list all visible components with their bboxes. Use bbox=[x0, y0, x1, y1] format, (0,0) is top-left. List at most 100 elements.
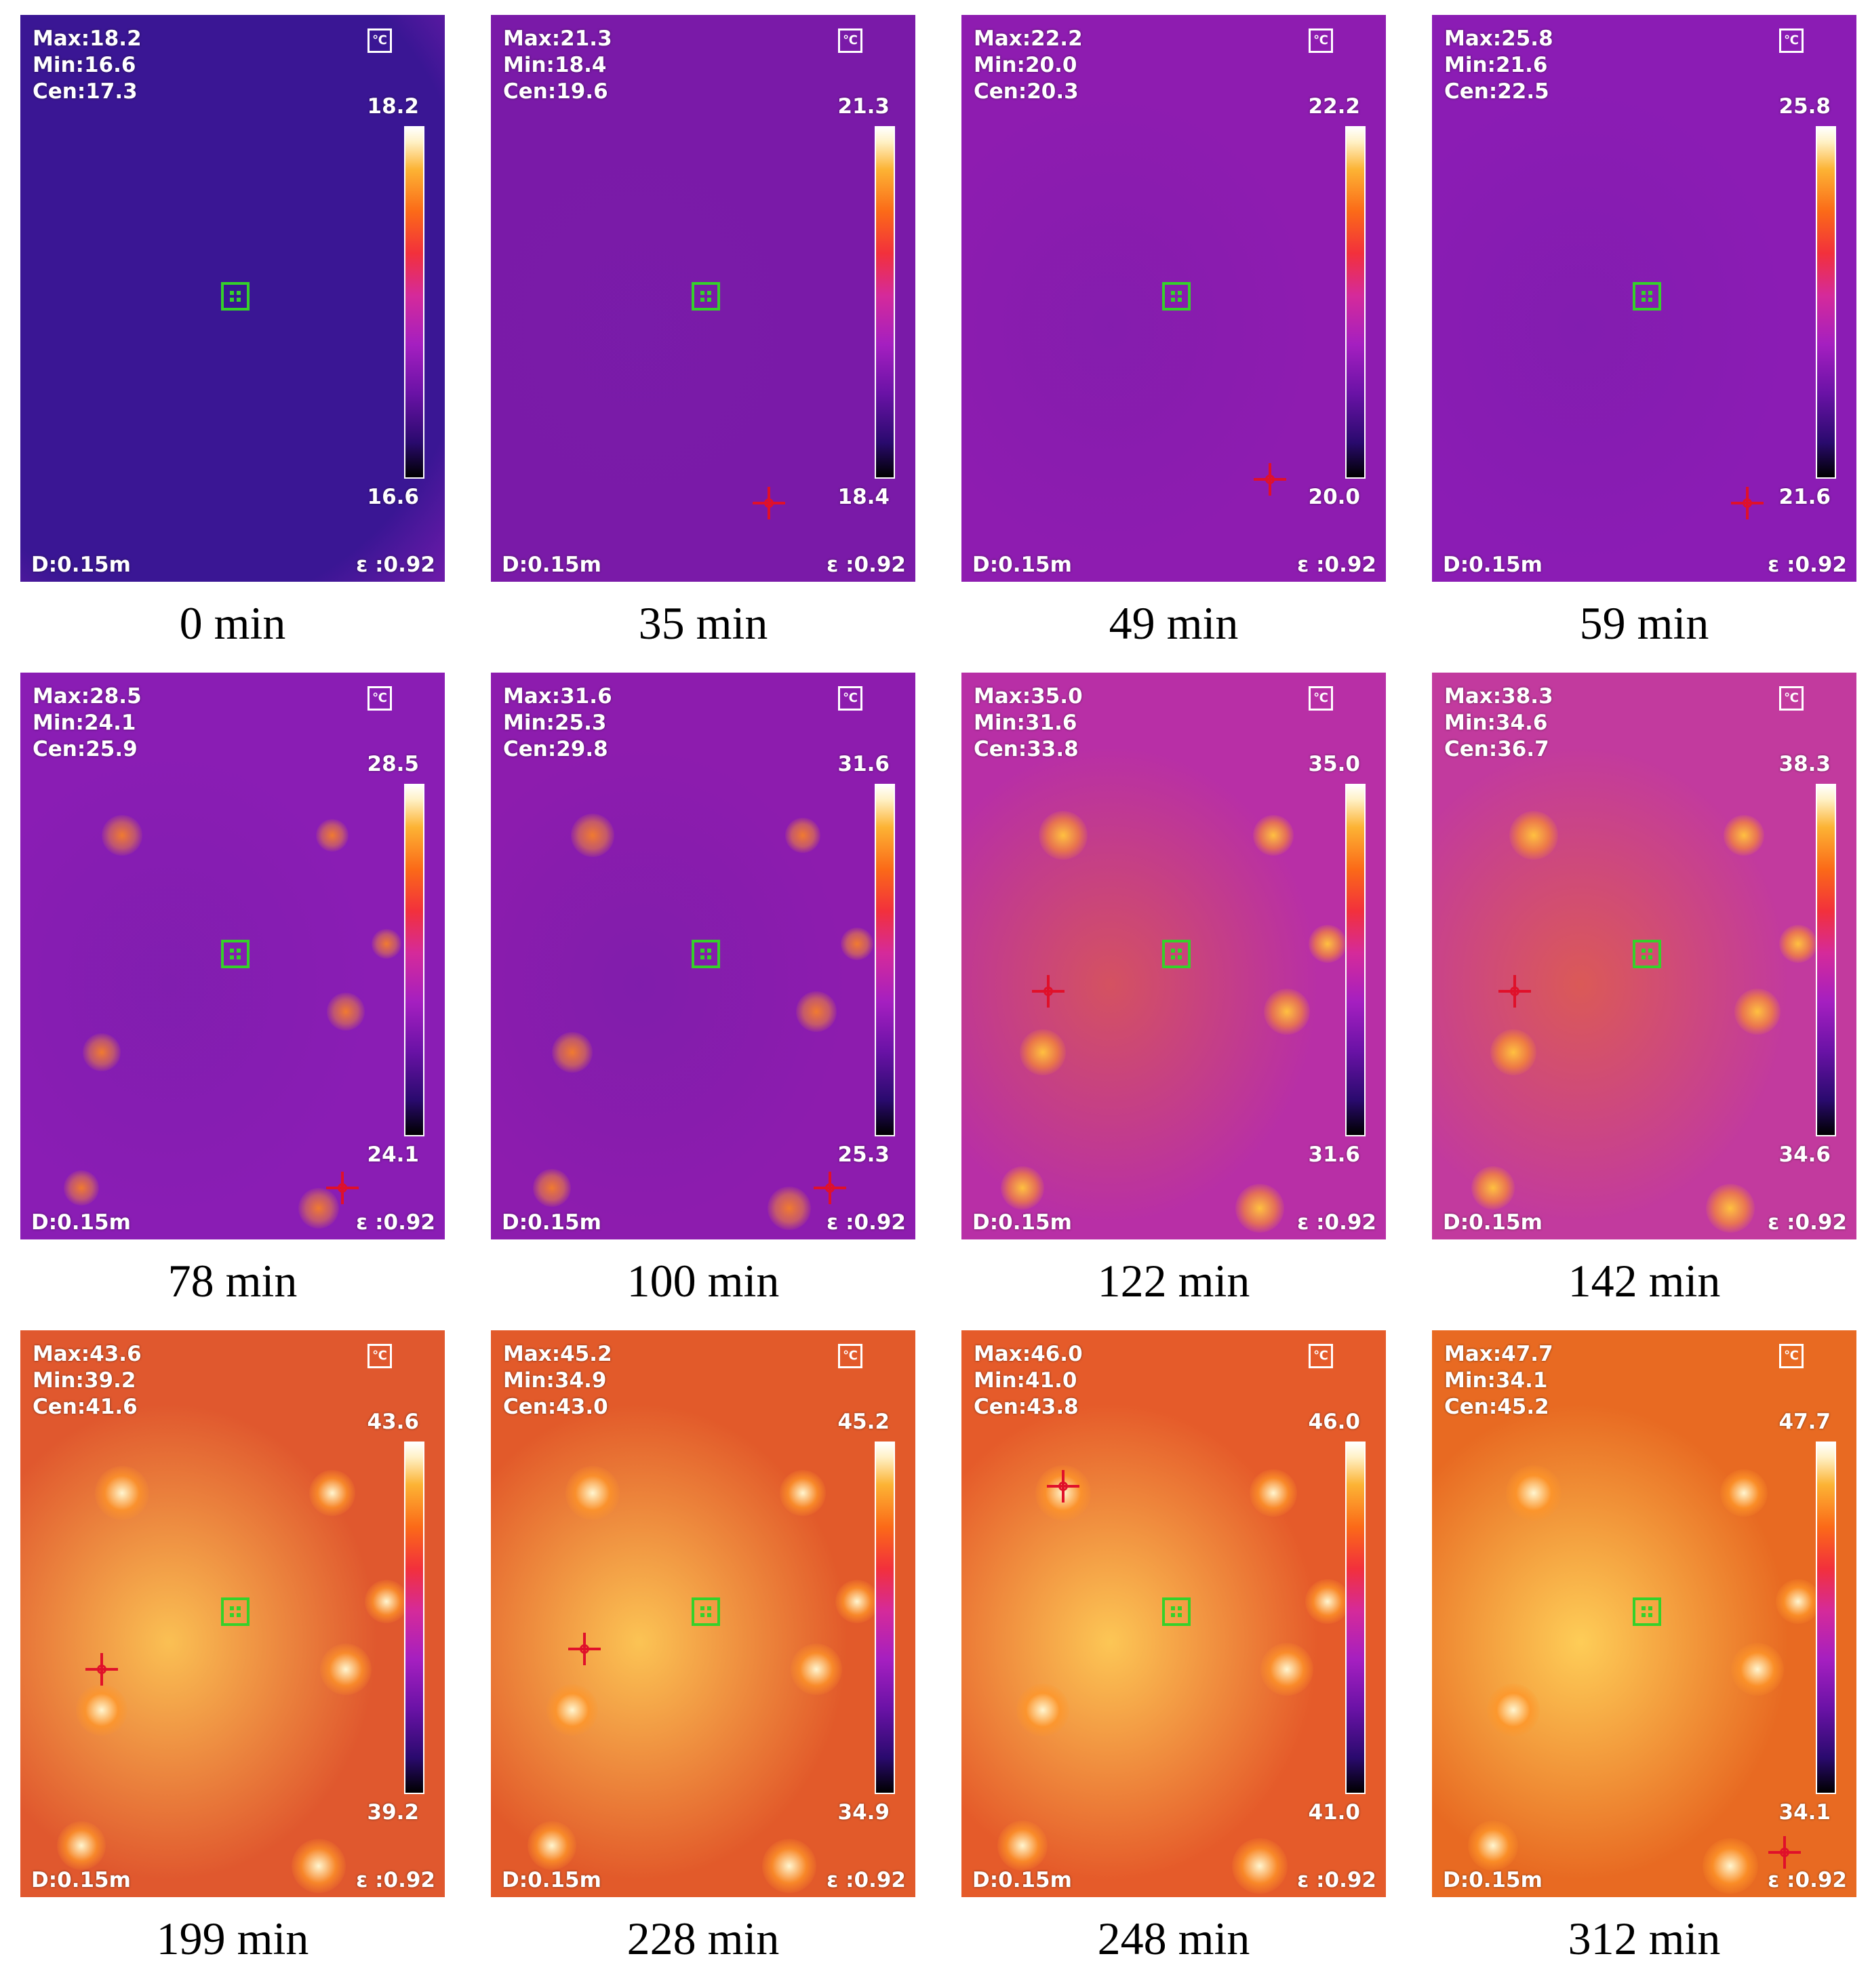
thermal-panel: Max:38.3 Min:34.6 Cen:36.7 ℃ 38.3 34.6 D:0.15m… bbox=[1432, 673, 1856, 1330]
scale-max-label: 47.7 bbox=[1778, 1410, 1831, 1434]
hotspot bbox=[309, 1470, 355, 1516]
center-temperature: Cen:25.9 bbox=[33, 737, 138, 761]
color-scale-bar bbox=[1345, 126, 1366, 479]
scale-min-label: 31.6 bbox=[1308, 1142, 1361, 1167]
temperature-stats: Max:47.7 Min:34.1 Cen:45.2 bbox=[1444, 1341, 1553, 1420]
scale-max-label: 25.8 bbox=[1778, 94, 1831, 119]
hotspot bbox=[1706, 1184, 1755, 1233]
hotspot bbox=[1016, 1684, 1069, 1736]
thermal-panel: Max:21.3 Min:18.4 Cen:19.6 ℃ 21.3 18.4 D:0.15m… bbox=[491, 15, 915, 673]
celsius-icon: ℃ bbox=[1779, 1344, 1804, 1368]
emissivity-readout: ε :0.92 bbox=[1768, 1210, 1847, 1235]
hotspot bbox=[768, 1187, 811, 1230]
time-caption: 35 min bbox=[638, 597, 768, 649]
temperature-stats: Max:43.6 Min:39.2 Cen:41.6 bbox=[33, 1341, 142, 1420]
time-caption: 78 min bbox=[167, 1255, 298, 1307]
center-target-icon bbox=[692, 940, 720, 968]
time-caption: 228 min bbox=[626, 1913, 780, 1964]
thermal-background bbox=[961, 673, 1386, 1239]
scale-max-label: 38.3 bbox=[1778, 752, 1831, 776]
time-caption: 312 min bbox=[1568, 1913, 1721, 1964]
distance-readout: D:0.15m bbox=[502, 553, 601, 577]
center-target-icon bbox=[1162, 1597, 1191, 1626]
thermal-image: Max:43.6 Min:39.2 Cen:41.6 ℃ 43.6 39.2 D:0.15m… bbox=[20, 1330, 445, 1897]
min-temperature: Min:41.0 bbox=[974, 1368, 1077, 1393]
time-caption: 0 min bbox=[179, 597, 286, 649]
distance-readout: D:0.15m bbox=[972, 1210, 1072, 1235]
hotspot bbox=[785, 818, 820, 853]
hotspot bbox=[83, 1033, 121, 1071]
hotspot bbox=[796, 991, 837, 1032]
scale-max-label: 35.0 bbox=[1308, 752, 1361, 776]
distance-readout: D:0.15m bbox=[1443, 1210, 1543, 1235]
scale-min-label: 25.3 bbox=[837, 1142, 890, 1167]
scale-min-label: 20.0 bbox=[1308, 485, 1361, 509]
scale-min-label: 34.9 bbox=[837, 1800, 890, 1825]
hotspot bbox=[57, 1821, 106, 1870]
temperature-stats: Max:35.0 Min:31.6 Cen:33.8 bbox=[974, 683, 1083, 763]
max-point-crosshair-icon bbox=[1047, 1470, 1079, 1503]
min-temperature: Min:25.3 bbox=[503, 711, 607, 735]
distance-readout: D:0.15m bbox=[31, 553, 131, 577]
celsius-icon: ℃ bbox=[1779, 686, 1804, 711]
hotspot bbox=[552, 1032, 593, 1073]
temperature-stats: Max:28.5 Min:24.1 Cen:25.9 bbox=[33, 683, 142, 763]
distance-readout: D:0.15m bbox=[31, 1210, 131, 1235]
thermal-image: Max:22.2 Min:20.0 Cen:20.3 ℃ 22.2 20.0 D:0.15m… bbox=[961, 15, 1386, 582]
center-temperature: Cen:43.0 bbox=[503, 1395, 608, 1419]
emissivity-readout: ε :0.92 bbox=[1768, 1868, 1847, 1892]
temperature-stats: Max:45.2 Min:34.9 Cen:43.0 bbox=[503, 1341, 612, 1420]
max-point-crosshair-icon bbox=[814, 1172, 846, 1204]
thermal-image: Max:21.3 Min:18.4 Cen:19.6 ℃ 21.3 18.4 D:0.15m… bbox=[491, 15, 915, 582]
max-point-crosshair-icon bbox=[753, 487, 785, 519]
center-target-icon bbox=[692, 1597, 720, 1626]
max-point-crosshair-icon bbox=[85, 1653, 118, 1686]
time-caption: 49 min bbox=[1109, 597, 1239, 649]
max-point-crosshair-icon bbox=[326, 1172, 359, 1204]
max-temperature: Max:31.6 bbox=[503, 684, 612, 709]
color-scale-bar bbox=[875, 1442, 895, 1794]
emissivity-readout: ε :0.92 bbox=[1297, 1210, 1376, 1235]
center-temperature: Cen:41.6 bbox=[33, 1395, 138, 1419]
hotspot bbox=[1776, 1579, 1821, 1624]
center-temperature: Cen:36.7 bbox=[1444, 737, 1549, 761]
hotspot bbox=[76, 1684, 127, 1736]
hotspot bbox=[372, 929, 401, 959]
hotspot bbox=[1264, 989, 1310, 1035]
celsius-icon: ℃ bbox=[367, 686, 392, 711]
thermal-panel: Max:47.7 Min:34.1 Cen:45.2 ℃ 47.7 34.1 D:0.15m… bbox=[1432, 1330, 1856, 1988]
time-caption: 142 min bbox=[1568, 1255, 1721, 1307]
scale-min-label: 18.4 bbox=[837, 485, 890, 509]
emissivity-readout: ε :0.92 bbox=[356, 1868, 435, 1892]
hotspot bbox=[102, 815, 142, 856]
hotspot bbox=[565, 1466, 620, 1520]
center-temperature: Cen:29.8 bbox=[503, 737, 608, 761]
celsius-icon: ℃ bbox=[1309, 686, 1333, 711]
time-caption: 122 min bbox=[1097, 1255, 1250, 1307]
hotspot bbox=[841, 928, 873, 960]
temperature-stats: Max:22.2 Min:20.0 Cen:20.3 bbox=[974, 26, 1083, 105]
min-temperature: Min:20.0 bbox=[974, 53, 1077, 77]
center-target-icon bbox=[1162, 282, 1191, 311]
hotspot bbox=[528, 1821, 576, 1870]
distance-readout: D:0.15m bbox=[502, 1868, 601, 1892]
hotspot bbox=[1703, 1838, 1758, 1894]
emissivity-readout: ε :0.92 bbox=[356, 553, 435, 577]
celsius-icon: ℃ bbox=[367, 1344, 392, 1368]
min-temperature: Min:34.6 bbox=[1444, 711, 1548, 735]
hotspot bbox=[1250, 1469, 1297, 1517]
hotspot bbox=[1039, 811, 1088, 860]
thermal-panel: Max:18.2 Min:16.6 Cen:17.3 ℃ 18.2 16.6 D:0.15m… bbox=[20, 15, 445, 673]
thermal-image: Max:46.0 Min:41.0 Cen:43.8 ℃ 46.0 41.0 D:0.15m… bbox=[961, 1330, 1386, 1897]
hotspot bbox=[64, 1170, 99, 1206]
thermal-panel: Max:46.0 Min:41.0 Cen:43.8 ℃ 46.0 41.0 D:0.15m… bbox=[961, 1330, 1386, 1988]
max-temperature: Max:28.5 bbox=[33, 684, 142, 709]
min-temperature: Min:18.4 bbox=[503, 53, 607, 77]
max-temperature: Max:22.2 bbox=[974, 26, 1083, 51]
color-scale-bar bbox=[404, 1442, 424, 1794]
scale-max-label: 45.2 bbox=[837, 1410, 890, 1434]
celsius-icon: ℃ bbox=[838, 686, 862, 711]
temperature-stats: Max:18.2 Min:16.6 Cen:17.3 bbox=[33, 26, 142, 105]
center-temperature: Cen:43.8 bbox=[974, 1395, 1079, 1419]
hotspot bbox=[1309, 925, 1347, 963]
